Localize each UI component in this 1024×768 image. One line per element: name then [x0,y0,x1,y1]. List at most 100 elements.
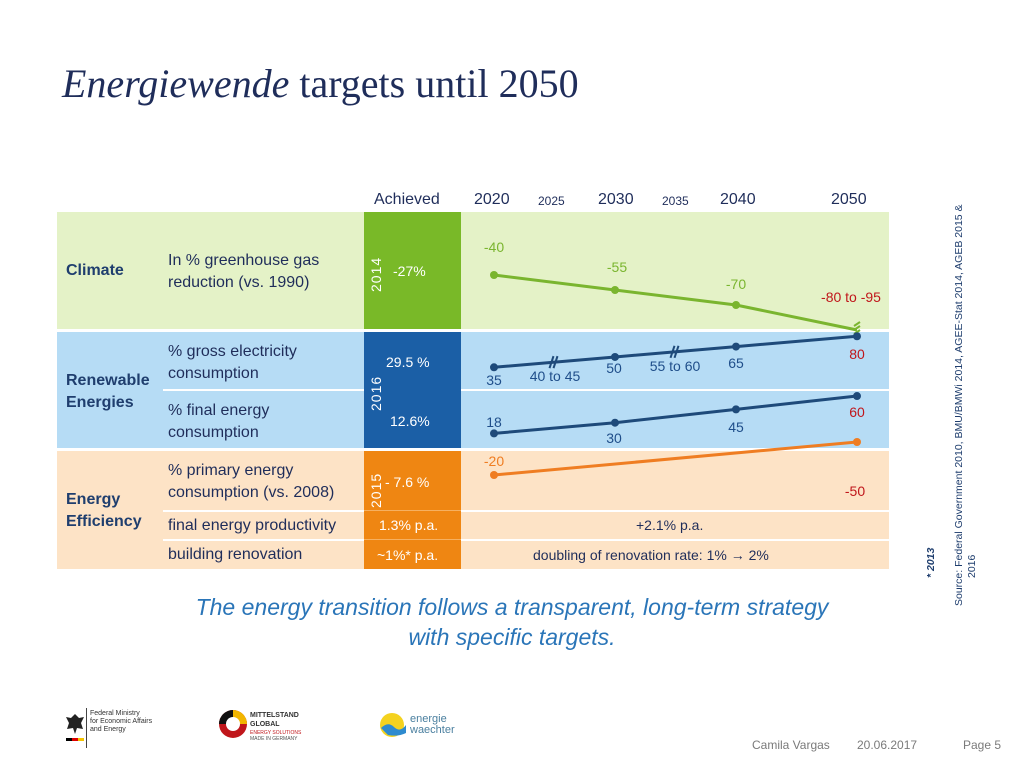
data-label: 35 [486,372,502,388]
data-label: -55 [607,259,627,275]
achieved-climate-value: -27% [393,263,426,279]
footer-author: Camila Vargas [752,738,830,752]
data-label: 50 [606,360,622,376]
row-label-final-energy: % final energy consumption [168,400,269,444]
slide-subtitle: The energy transition follows a transpar… [0,592,1024,652]
footer-date: 20.06.2017 [857,738,918,752]
mittelstand-title: MITTELSTAND [250,712,299,719]
header-2035: 2035 [662,194,689,208]
mittelstand-small1: ENERGY SOLUTIONS [250,730,302,736]
footnote: * 2013 [925,547,937,578]
ministry-logo-text: Federal Ministry for Economic Affairs an… [90,710,153,733]
range-marker [669,345,680,359]
point-marker [611,418,619,427]
point-marker-range [853,321,861,335]
row-label-primary-1: % primary energy [168,462,294,479]
energiewaechter-logo [378,711,408,744]
achieved-productivity-value: 1.3% p.a. [379,517,439,533]
row-label-final-1: % final energy [168,402,270,419]
sun-wave-icon [380,713,406,737]
energie-top: energie [410,713,447,725]
row-divider [163,389,889,391]
data-label: -80 to -95 [821,289,881,305]
point-marker [853,392,861,401]
title-italic: Energiewende [62,61,290,106]
row-label-ghg-1: In % greenhouse gas [168,252,320,269]
point-marker [853,332,861,341]
series-line-final-energy [493,394,858,435]
header-2030: 2030 [598,191,634,208]
header-2025: 2025 [538,194,565,208]
series-line-ghg [493,273,858,332]
page-title: Energiewende targets until 2050 [62,60,579,107]
range-marker [548,355,559,369]
achieved-renewable-cell [364,332,461,448]
row-label-ghg: In % greenhouse gas reduction (vs. 1990) [168,250,319,294]
series-line-primary-energy [493,440,858,477]
eagle-icon [66,714,84,741]
category-efficiency-line2: Efficiency [66,513,142,530]
point-marker [732,301,740,309]
data-label: 18 [486,414,502,430]
category-efficiency-line1: Energy [66,491,121,508]
target-productivity: +2.1% p.a. [636,517,704,533]
point-marker [490,363,498,372]
point-marker [611,352,619,361]
title-rest: targets until 2050 [289,61,579,106]
source-note: Source: Federal Government 2010, BMU/BMW… [953,204,965,606]
mittelstand-small2: MADE IN GERMANY [250,736,298,742]
header-2020: 2020 [474,191,510,208]
climate-band [57,212,889,329]
subtitle-line1: The energy transition follows a transpar… [195,594,829,620]
globe-icon [219,710,247,738]
point-marker [611,286,619,294]
row-label-productivity: final energy productivity [168,517,337,534]
subtitle-line2: with specific targets. [408,624,616,650]
row-label-final-2: consumption [168,424,259,441]
energie-bottom: waechter [410,724,455,736]
category-renewable-line2: Energies [66,394,134,411]
row-label-elec-2: consumption [168,365,259,382]
row-divider [163,510,889,512]
data-label: 30 [606,430,622,446]
data-label: 45 [728,419,744,435]
achieved-electricity-value: 29.5 % [386,354,430,370]
data-label: -20 [484,453,504,469]
data-label: 60 [849,404,865,420]
point-marker [732,342,740,351]
footer-page: Page 5 [963,738,1002,752]
category-renewable-line1: Renewable [66,372,150,389]
row-label-primary-2: consumption (vs. 2008) [168,484,335,501]
ministry-logo [62,708,88,748]
target-renovation: doubling of renovation rate: 1% → 2% [533,547,769,563]
achieved-divider [364,510,461,511]
mittelstand-logo [217,708,249,745]
row-label-electricity: % gross electricity consumption [168,341,297,385]
mittelstand-sub: GLOBAL [250,721,280,728]
range-label: 55 to 60 [650,358,701,374]
category-renewable: Renewable Energies [66,370,150,414]
row-divider [163,539,889,541]
data-label: 80 [849,346,865,362]
header-2050: 2050 [831,191,867,208]
data-label: -50 [845,483,865,499]
row-label-elec-1: % gross electricity [168,343,297,360]
category-efficiency: Energy Efficiency [66,489,142,533]
row-label-primary-energy: % primary energy consumption (vs. 2008) [168,460,334,504]
point-marker [490,471,498,479]
logo-divider [86,708,87,748]
data-label: -70 [726,276,746,292]
achieved-final-value: 12.6% [390,413,430,429]
data-label: -40 [484,239,504,255]
point-marker [732,405,740,414]
point-marker [853,438,861,446]
header-achieved: Achieved [374,191,440,208]
achieved-renovation-value: ~1%* p.a. [377,547,439,563]
category-climate: Climate [66,262,124,279]
row-label-ghg-2: reduction (vs. 1990) [168,274,310,291]
point-marker [490,429,498,438]
header-2040: 2040 [720,191,756,208]
achieved-divider [364,539,461,540]
achieved-climate-cell [364,212,461,329]
achieved-primary-value: - 7.6 % [385,474,430,490]
